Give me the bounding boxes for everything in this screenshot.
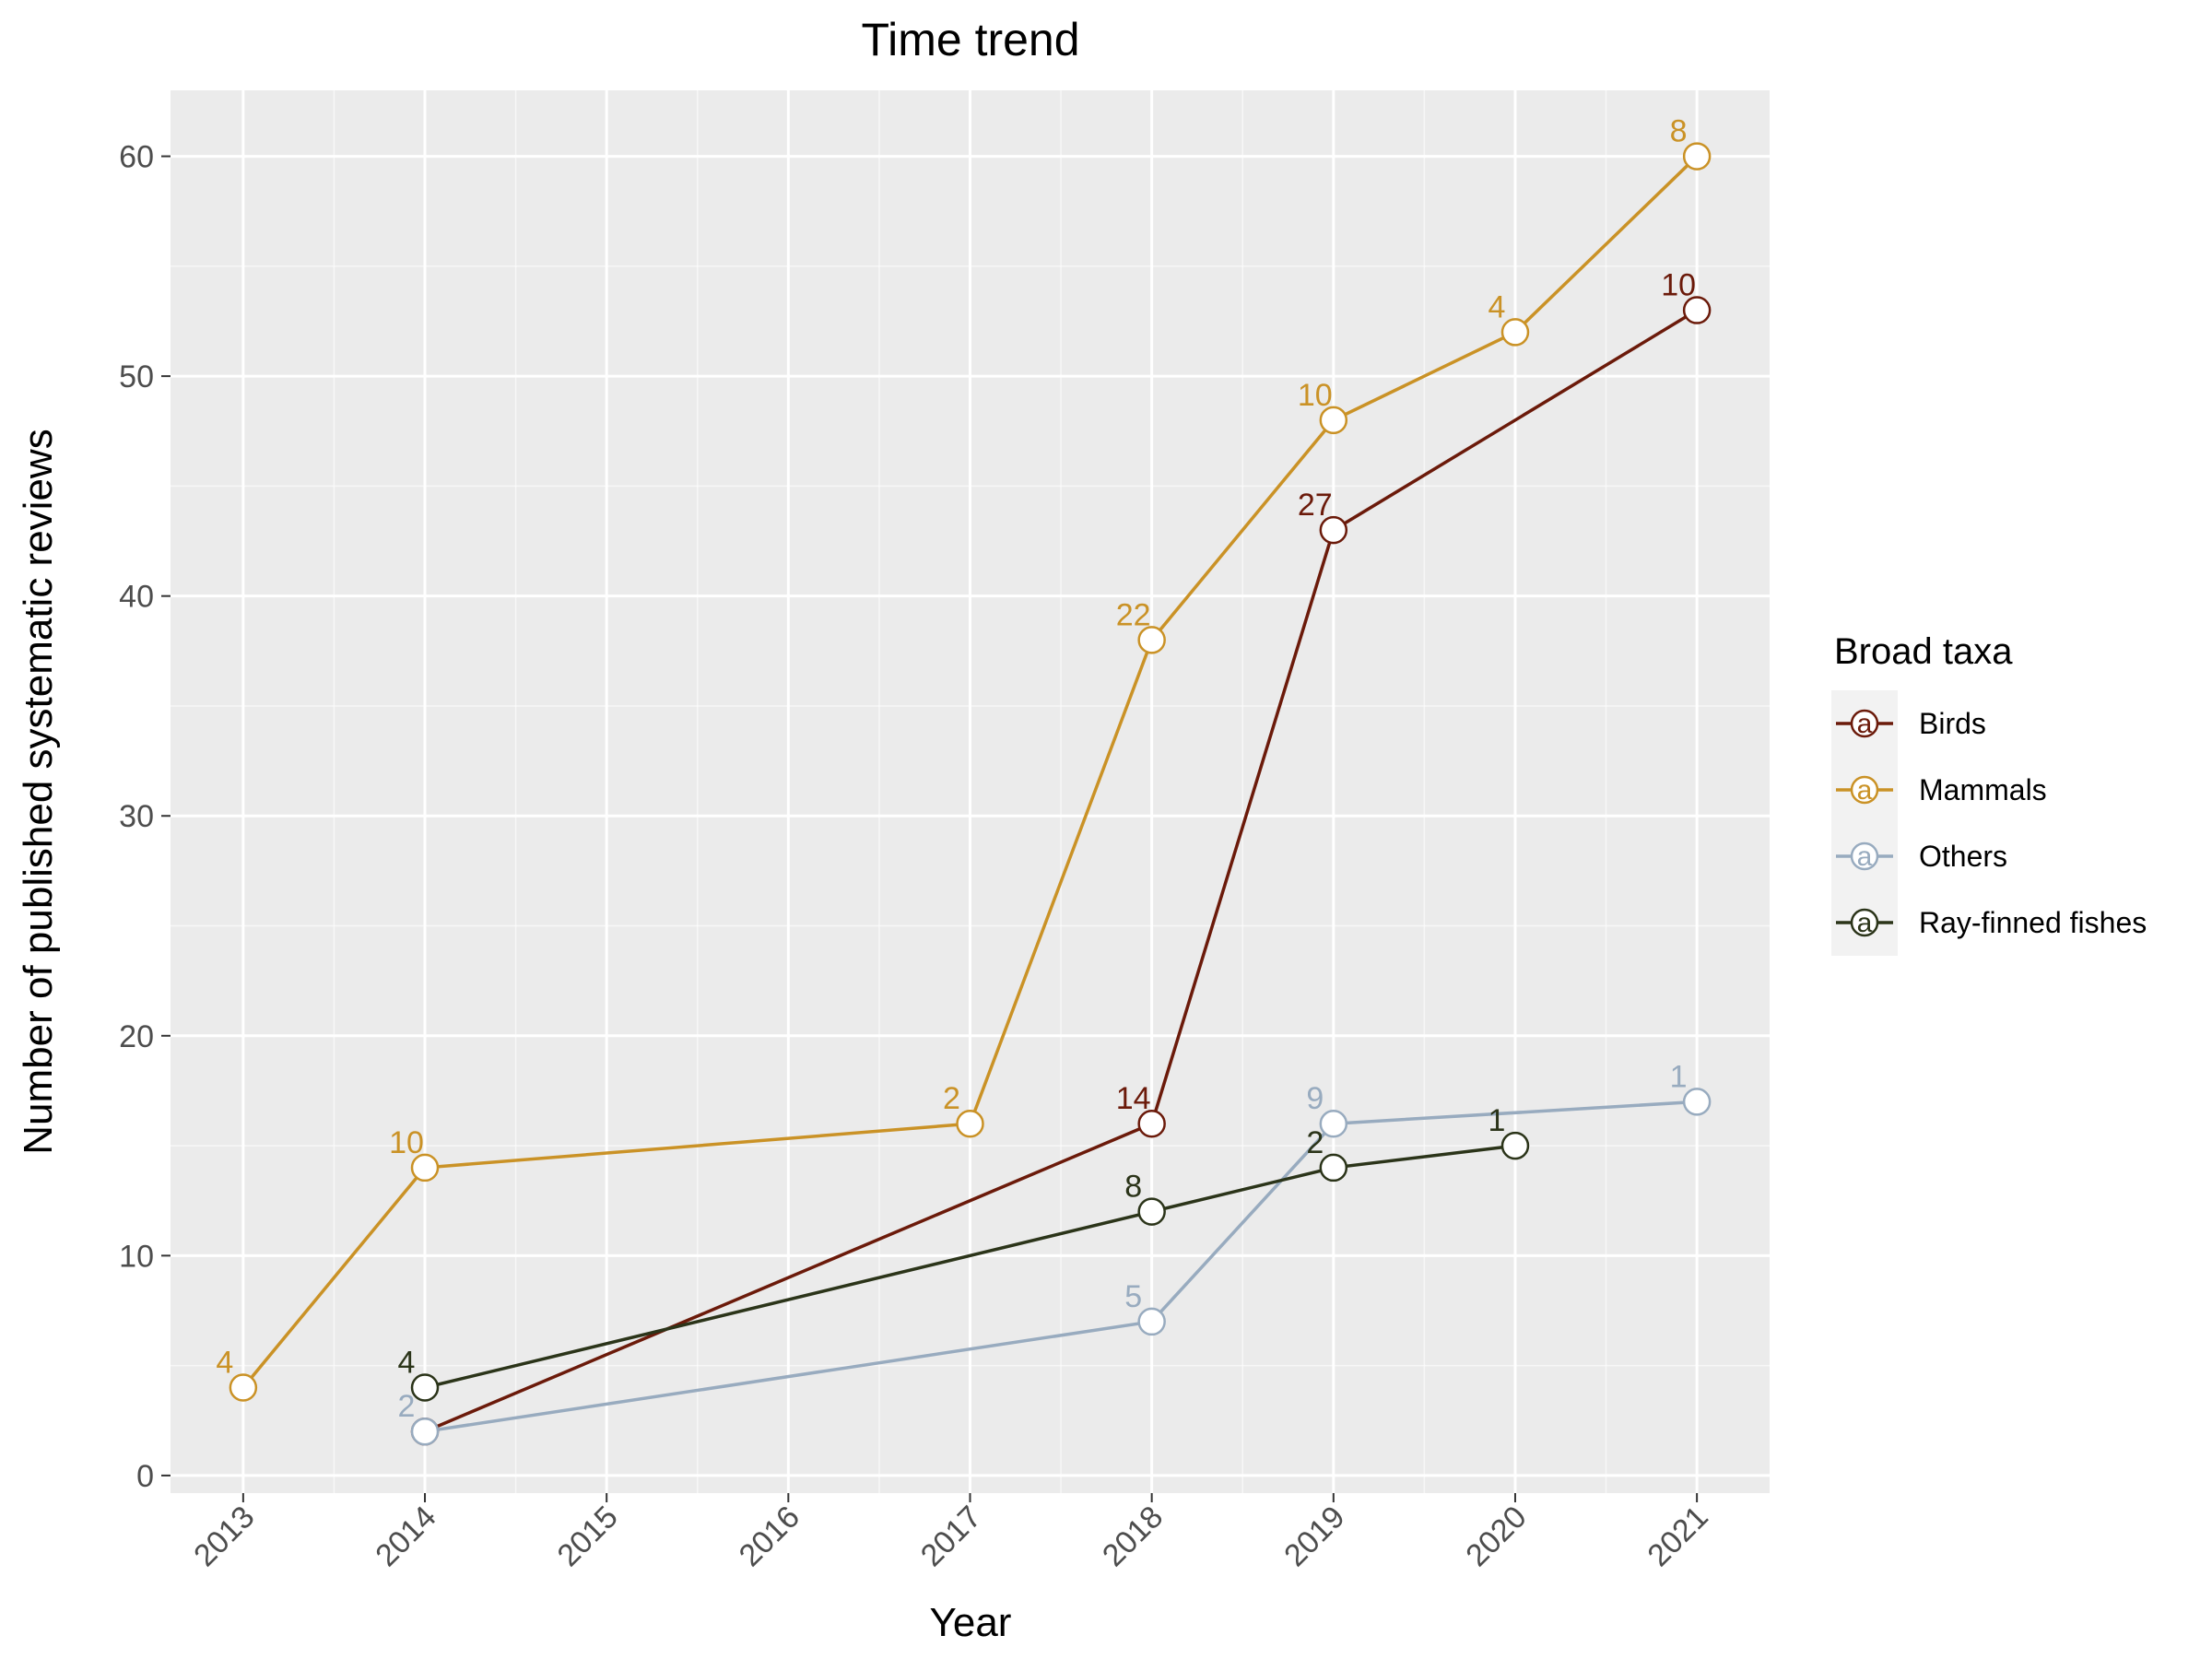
x-tick-label: 2019 xyxy=(1277,1500,1351,1573)
data-point xyxy=(1137,1307,1166,1336)
series-line xyxy=(424,309,1699,1433)
y-tick-label: 20 xyxy=(119,1019,154,1054)
y-tick-label: 40 xyxy=(119,580,154,615)
data-point xyxy=(410,1153,440,1182)
legend-label: Others xyxy=(1919,840,2007,873)
data-label: 9 xyxy=(1306,1081,1324,1116)
legend-title: Broad taxa xyxy=(1834,631,2013,672)
legend-key-glyph: a xyxy=(1857,908,1873,938)
x-tick-label: 2018 xyxy=(1096,1500,1170,1573)
data-point xyxy=(410,1417,440,1446)
x-tick-label: 2020 xyxy=(1459,1500,1533,1573)
y-tick-label: 50 xyxy=(119,359,154,394)
data-point xyxy=(1682,1088,1712,1116)
x-tick-label: 2017 xyxy=(914,1500,988,1573)
data-label: 1 xyxy=(1488,1103,1506,1138)
data-label: 10 xyxy=(1298,378,1333,413)
legend-key-glyph: a xyxy=(1857,709,1873,739)
data-label: 2 xyxy=(943,1081,960,1116)
data-point xyxy=(1682,142,1712,171)
legend-key-glyph: a xyxy=(1857,775,1873,806)
y-tick-label: 0 xyxy=(136,1459,154,1494)
y-tick-label: 60 xyxy=(119,140,154,175)
legend-key-point xyxy=(1850,775,1879,805)
data-point xyxy=(1137,626,1166,654)
legend-label: Mammals xyxy=(1919,773,2047,806)
data-label: 8 xyxy=(1670,114,1688,149)
series-group xyxy=(229,142,1712,1446)
legend-key-point xyxy=(1850,908,1879,937)
data-point xyxy=(956,1109,984,1138)
legend: Broad taxa a Birds a Mammals a Others a Ray-fin… xyxy=(1831,631,2147,956)
grid xyxy=(171,90,1770,1493)
data-point xyxy=(1319,1153,1348,1182)
data-point xyxy=(1500,318,1530,347)
data-label: 4 xyxy=(216,1345,233,1380)
data-label: 1 xyxy=(1670,1059,1688,1094)
data-label: 10 xyxy=(389,1125,424,1160)
data-point xyxy=(1500,1131,1530,1160)
y-tick-label: 10 xyxy=(119,1239,154,1274)
data-label: 4 xyxy=(398,1345,416,1380)
x-tick-label: 2013 xyxy=(187,1500,261,1573)
data-label: 4 xyxy=(1488,289,1506,324)
data-point xyxy=(1319,406,1348,435)
legend-key-point xyxy=(1850,709,1879,738)
data-label: 10 xyxy=(1661,268,1696,303)
data-label: 2 xyxy=(398,1389,416,1424)
data-label: 8 xyxy=(1124,1170,1142,1205)
data-point xyxy=(229,1373,258,1402)
legend-key-point xyxy=(1850,841,1879,871)
data-point xyxy=(1682,296,1712,324)
data-point xyxy=(1319,515,1348,545)
data-point xyxy=(410,1373,440,1402)
legend-key-glyph: a xyxy=(1857,841,1873,872)
y-axis-title: Number of published systematic reviews xyxy=(16,429,61,1154)
x-tick-label: 2016 xyxy=(733,1500,806,1573)
x-tick-label: 2015 xyxy=(550,1500,624,1573)
series-line xyxy=(424,1144,1516,1390)
y-tick-label: 30 xyxy=(119,799,154,834)
data-label: 14 xyxy=(1116,1081,1151,1116)
data-point xyxy=(1319,1109,1348,1138)
data-point xyxy=(1137,1109,1166,1138)
legend-label: Ray-finned fishes xyxy=(1919,906,2147,939)
data-label: 27 xyxy=(1298,488,1333,523)
series-line xyxy=(424,1100,1698,1433)
x-tick-label: 2014 xyxy=(369,1500,442,1573)
x-axis-title: Year xyxy=(930,1600,1012,1645)
data-label: 5 xyxy=(1124,1279,1142,1314)
data-point xyxy=(1137,1197,1166,1226)
data-label: 2 xyxy=(1306,1125,1324,1160)
data-label: 22 xyxy=(1116,597,1151,632)
chart-title: Time trend xyxy=(861,14,1079,65)
legend-items: a Birds a Mammals a Others a Ray-finned fishes xyxy=(1836,707,2147,939)
legend-label: Birds xyxy=(1919,707,1986,740)
x-tick-label: 2021 xyxy=(1641,1500,1714,1573)
